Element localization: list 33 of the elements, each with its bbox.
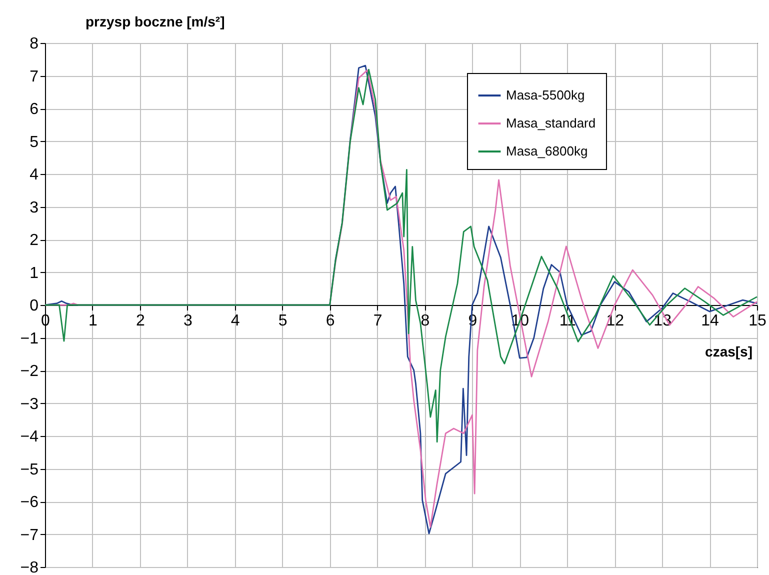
x-tick-label: 2 (136, 312, 145, 330)
x-tick-label: 8 (420, 312, 430, 330)
x-axis-title: czas[s] (705, 344, 752, 360)
x-tick-label: 5 (278, 312, 288, 330)
y-tick-label: −3 (20, 396, 39, 413)
y-tick-label: −1 (20, 330, 39, 348)
legend-label: Masa_standard (506, 116, 596, 130)
y-tick-label: 7 (30, 68, 39, 86)
y-tick-label: −5 (20, 461, 39, 478)
y-tick-label: 2 (30, 232, 39, 249)
y-tick-label: −4 (20, 428, 39, 446)
y-tick-label: −6 (20, 494, 39, 511)
y-tick-label: 0 (30, 298, 39, 314)
y-tick-label: 6 (30, 101, 39, 118)
x-tick-label: 6 (326, 312, 335, 330)
y-tick-label: 1 (30, 264, 39, 282)
x-tick-label: 4 (230, 312, 240, 330)
y-axis-title: przysp boczne [m/s²] (86, 14, 225, 30)
legend-label: Masa-5500kg (506, 88, 585, 102)
x-tick-label: 12 (606, 312, 624, 330)
x-tick-label: 14 (701, 312, 720, 330)
y-tick-label: −7 (20, 526, 39, 544)
y-tick-label: 4 (30, 166, 39, 184)
y-tick-label: −2 (20, 363, 39, 380)
y-tick-label: −8 (20, 560, 39, 575)
x-tick-label: 1 (88, 312, 98, 330)
y-tick-label: 8 (30, 36, 39, 52)
x-tick-label: 3 (183, 312, 192, 330)
x-tick-label: 15 (748, 312, 766, 330)
y-tick-label: 3 (30, 199, 39, 216)
y-tick-label: 5 (30, 134, 39, 151)
legend-label: Masa_6800kg (506, 144, 588, 158)
x-tick-label: 7 (373, 312, 382, 330)
